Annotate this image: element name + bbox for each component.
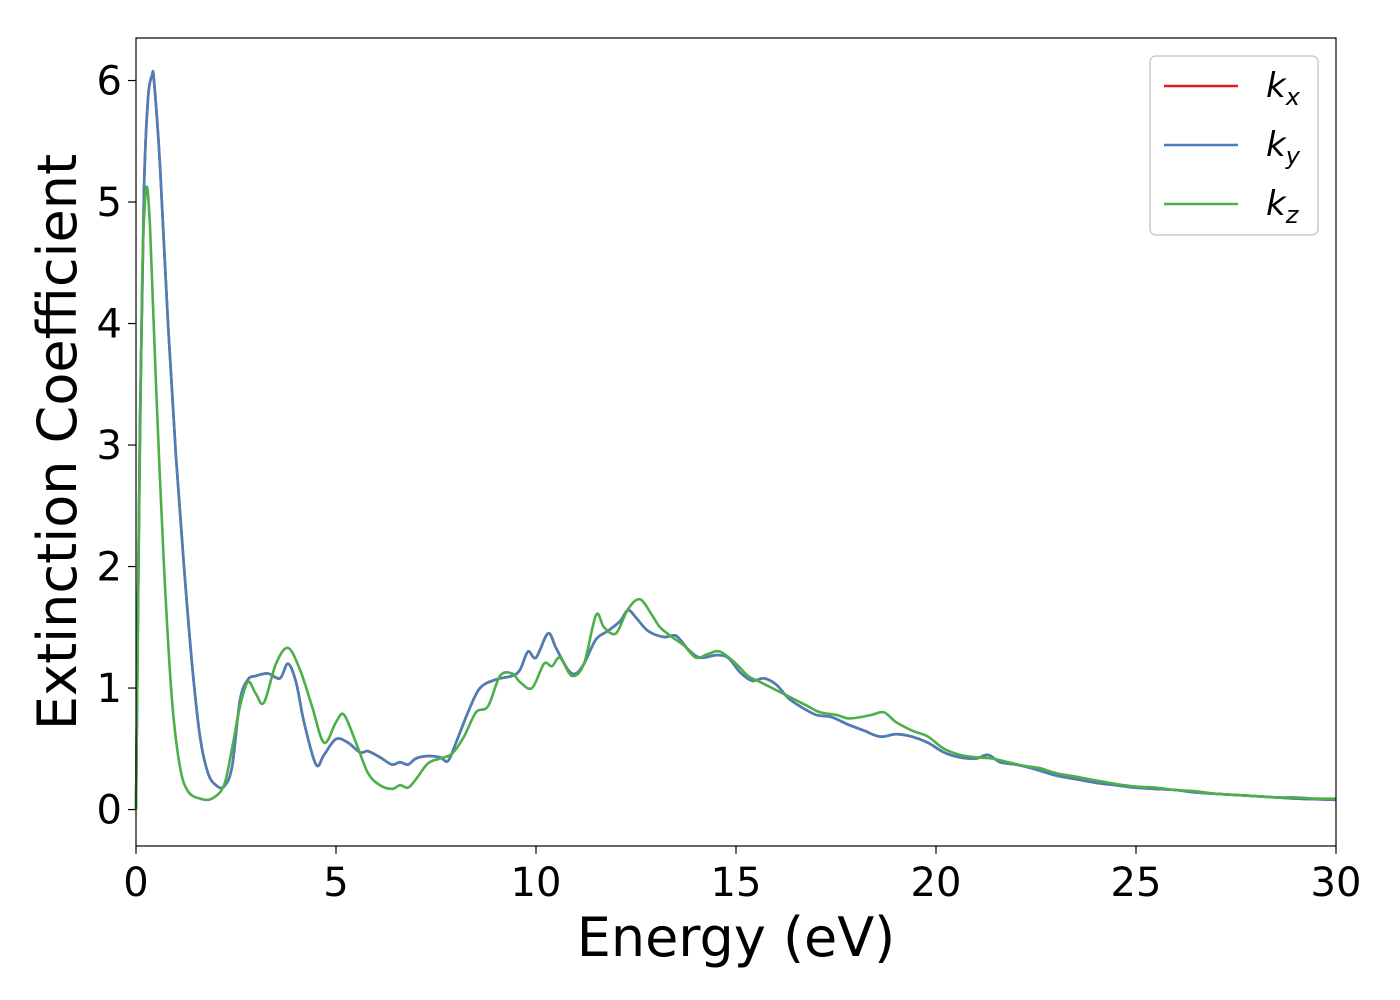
x-tick-label: 10 bbox=[511, 860, 562, 906]
y-tick-label: 1 bbox=[97, 666, 122, 712]
x-tick-label: 5 bbox=[323, 860, 348, 906]
legend: kx ky kz bbox=[1149, 55, 1319, 236]
x-tick-label: 20 bbox=[911, 860, 962, 906]
y-tick-label: 2 bbox=[97, 545, 122, 591]
series-line-z bbox=[134, 185, 1337, 810]
y-tick-label: 5 bbox=[97, 180, 122, 226]
y-axis: 0 1 2 3 4 5 6 bbox=[97, 59, 136, 834]
y-tick-label: 0 bbox=[97, 788, 122, 834]
x-axis: 0 5 10 15 20 25 30 bbox=[123, 846, 1361, 906]
legend-label-y: ky bbox=[1266, 125, 1301, 170]
x-axis-label: Energy (eV) bbox=[577, 906, 896, 969]
y-tick-label: 6 bbox=[97, 59, 122, 105]
y-tick-label: 4 bbox=[97, 302, 122, 348]
series-line-y bbox=[134, 70, 1337, 810]
x-tick-label: 15 bbox=[711, 860, 762, 906]
legend-label-z: kz bbox=[1266, 184, 1300, 229]
y-tick-label: 3 bbox=[97, 423, 122, 469]
x-tick-label: 25 bbox=[1111, 860, 1162, 906]
x-tick-label: 30 bbox=[1311, 860, 1362, 906]
y-axis-label: Extinction Coefficient bbox=[26, 154, 89, 730]
legend-label-x: kx bbox=[1266, 66, 1301, 111]
series-layer bbox=[134, 70, 1337, 810]
x-tick-label: 0 bbox=[123, 860, 148, 906]
